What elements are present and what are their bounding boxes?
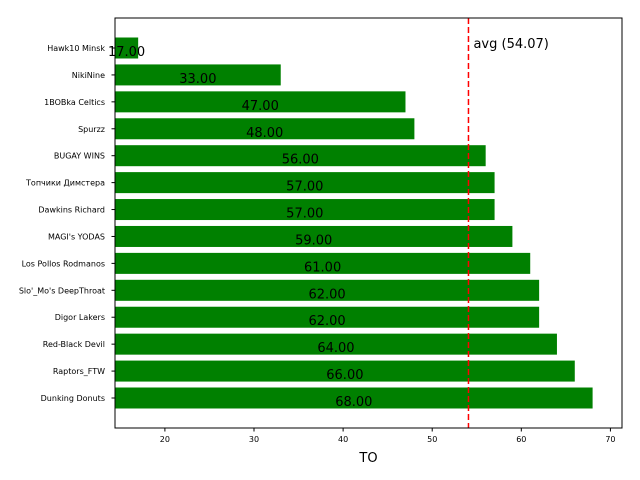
y-tick-label: Slo'_Mo's DeepThroat	[19, 286, 105, 295]
x-tick-label: 20	[160, 435, 170, 444]
bar-value-label: 17.00	[108, 45, 145, 60]
bar	[115, 37, 139, 59]
bar-value-label: 57.00	[286, 207, 323, 222]
bar	[115, 252, 531, 274]
bar	[115, 333, 557, 355]
bar-value-label: 33.00	[179, 72, 216, 87]
plot-area	[115, 18, 622, 428]
x-tick-label: 40	[338, 435, 348, 444]
bar-value-label: 57.00	[286, 180, 323, 195]
y-tick-label: MAGI's YODAS	[48, 232, 105, 241]
average-line-label: avg (54.07)	[473, 37, 548, 52]
y-tick-label: Топчики Димстера	[25, 179, 105, 188]
y-tick-label: Hawk10 Minsk	[47, 44, 105, 53]
bar-value-label: 64.00	[317, 341, 354, 356]
bar-value-label: 68.00	[335, 395, 372, 410]
y-tick-label: Dawkins Richard	[38, 206, 105, 215]
y-tick-label: Dunking Donuts	[41, 394, 105, 403]
x-tick-label: 50	[427, 435, 437, 444]
bar	[115, 360, 575, 382]
bar-value-label: 62.00	[308, 314, 345, 329]
bars-group	[115, 37, 593, 409]
y-tick-label: Raptors_FTW	[53, 367, 105, 376]
plot-frame	[114, 17, 623, 429]
bar	[115, 64, 281, 86]
x-tick-label: 70	[605, 435, 615, 444]
y-tick-label: Digor Lakers	[55, 313, 105, 322]
y-tick-label: NikiNine	[72, 71, 105, 80]
y-tick-label: Spurzz	[78, 125, 105, 134]
bar	[115, 145, 486, 167]
y-tick-label: Red-Black Devil	[43, 340, 105, 349]
bar-value-label: 59.00	[295, 233, 332, 248]
x-axis-title: TO	[358, 451, 377, 466]
bar-value-label: 62.00	[308, 287, 345, 302]
y-axis-ticks: Hawk10 Minsk NikiNine 1BOBka Celtics Spurzz…	[19, 44, 115, 403]
reference-line-group: avg (54.07)	[467, 18, 549, 428]
x-tick-label: 30	[249, 435, 259, 444]
bar	[115, 225, 513, 247]
bar	[115, 279, 540, 301]
y-tick-label: BUGAY WINS	[54, 152, 105, 161]
bar-value-label: 48.00	[246, 126, 283, 141]
bar-value-label: 47.00	[242, 99, 279, 114]
bar	[115, 306, 540, 328]
bar	[115, 199, 495, 221]
x-tick-label: 60	[516, 435, 526, 444]
bar-value-label: 61.00	[304, 260, 341, 275]
bar	[115, 118, 415, 140]
bar	[115, 91, 406, 113]
bar	[115, 172, 495, 194]
y-tick-label: 1BOBka Celtics	[44, 98, 105, 107]
y-tick-label: Los Pollos Rodmanos	[22, 259, 105, 268]
bar-value-label: 66.00	[326, 368, 363, 383]
x-axis-ticks: 20 30 40 50 60 70	[160, 428, 616, 444]
value-labels-group: 17.00 33.00 47.00 48.00 56.00 57.00 57.00 59.00…	[108, 45, 372, 410]
bar-value-label: 56.00	[282, 153, 319, 168]
bar	[115, 387, 593, 409]
